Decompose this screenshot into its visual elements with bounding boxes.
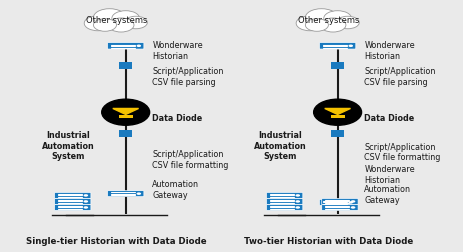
Circle shape: [83, 206, 88, 209]
Text: Wonderware
Historian: Wonderware Historian: [364, 41, 415, 60]
Text: Wonderware
Historian: Wonderware Historian: [152, 41, 203, 60]
Text: Script/Application
CSV file parsing: Script/Application CSV file parsing: [364, 68, 436, 87]
Circle shape: [295, 206, 300, 209]
Text: Single-tier Historian with Data Diode: Single-tier Historian with Data Diode: [26, 237, 207, 246]
Circle shape: [296, 16, 324, 31]
Circle shape: [84, 16, 112, 31]
Text: Script/Application
CSV file formatting: Script/Application CSV file formatting: [364, 143, 441, 162]
Circle shape: [94, 9, 125, 26]
Bar: [125, 130, 132, 137]
Text: Script/Application
CSV file formatting: Script/Application CSV file formatting: [152, 150, 229, 170]
Circle shape: [351, 200, 355, 203]
Bar: [125, 62, 132, 69]
FancyBboxPatch shape: [266, 204, 303, 210]
Circle shape: [351, 206, 355, 209]
Text: Data Diode: Data Diode: [152, 114, 203, 123]
Circle shape: [306, 9, 338, 26]
Bar: [119, 62, 126, 69]
Text: Other systems: Other systems: [298, 16, 359, 25]
Bar: [337, 130, 344, 137]
FancyBboxPatch shape: [55, 204, 91, 210]
Circle shape: [320, 18, 346, 32]
FancyBboxPatch shape: [266, 198, 303, 204]
Bar: [119, 115, 132, 118]
Circle shape: [295, 200, 300, 203]
Circle shape: [124, 16, 147, 29]
FancyBboxPatch shape: [322, 198, 358, 204]
Circle shape: [108, 18, 134, 32]
FancyBboxPatch shape: [55, 198, 91, 204]
Text: Other systems: Other systems: [86, 16, 147, 25]
Circle shape: [137, 193, 141, 195]
Text: Two-tier Historian with Data Diode: Two-tier Historian with Data Diode: [244, 237, 413, 246]
Circle shape: [313, 99, 362, 125]
Circle shape: [306, 19, 328, 31]
Bar: [331, 115, 344, 118]
Circle shape: [102, 99, 150, 125]
Circle shape: [336, 16, 359, 29]
FancyBboxPatch shape: [319, 199, 356, 205]
FancyBboxPatch shape: [322, 204, 358, 210]
Bar: [331, 130, 338, 137]
Circle shape: [112, 11, 139, 26]
FancyBboxPatch shape: [107, 43, 144, 49]
Text: Automation
Gateway: Automation Gateway: [364, 185, 411, 205]
Text: Data Diode: Data Diode: [364, 114, 414, 123]
Circle shape: [83, 200, 88, 203]
Circle shape: [295, 194, 300, 197]
FancyBboxPatch shape: [319, 43, 356, 49]
Polygon shape: [113, 108, 138, 114]
Circle shape: [94, 19, 117, 31]
Circle shape: [83, 194, 88, 197]
Bar: [337, 62, 344, 69]
Circle shape: [349, 45, 353, 47]
Circle shape: [324, 11, 351, 26]
Text: Industrial
Automation
System: Industrial Automation System: [254, 131, 307, 161]
Bar: [119, 130, 126, 137]
Circle shape: [137, 45, 141, 47]
Text: Wonderware
Historian: Wonderware Historian: [364, 165, 415, 184]
Text: Automation
Gateway: Automation Gateway: [152, 180, 200, 200]
FancyBboxPatch shape: [107, 191, 144, 197]
Text: Script/Application
CSV file parsing: Script/Application CSV file parsing: [152, 68, 224, 87]
Polygon shape: [325, 108, 350, 114]
FancyBboxPatch shape: [55, 193, 91, 198]
FancyBboxPatch shape: [266, 193, 303, 198]
Bar: [331, 62, 338, 69]
Text: Industrial
Automation
System: Industrial Automation System: [42, 131, 94, 161]
Circle shape: [349, 201, 353, 204]
